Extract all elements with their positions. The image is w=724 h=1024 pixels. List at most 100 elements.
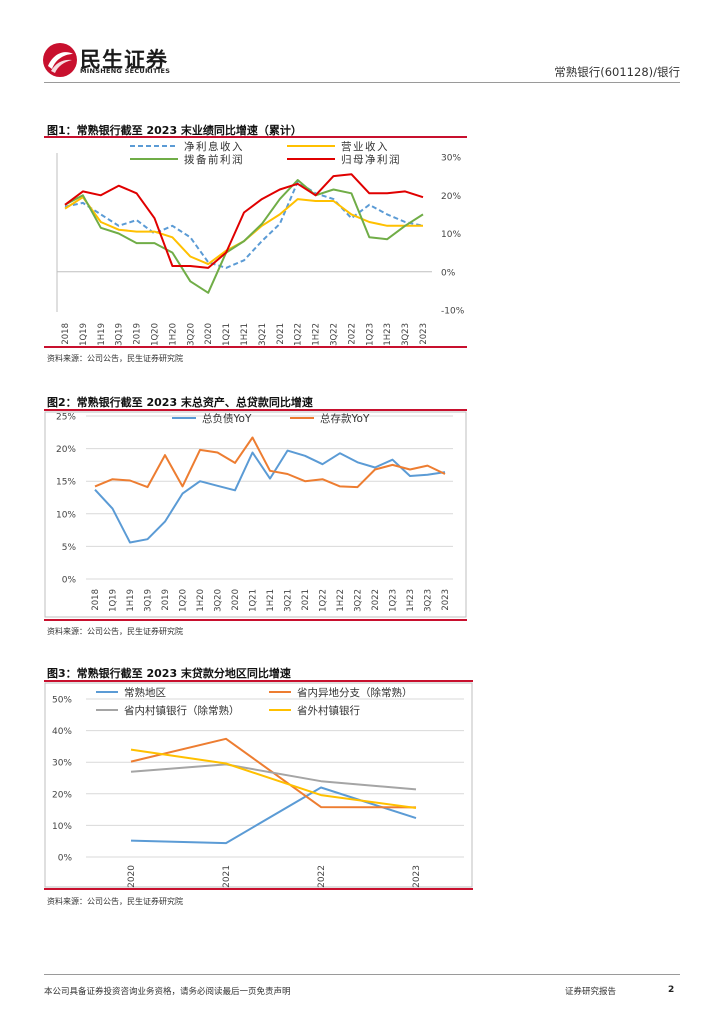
- x-tick-label: 1H19: [126, 589, 136, 612]
- x-tick-label: 1H20: [168, 323, 178, 346]
- x-tick-label: 1H20: [196, 589, 206, 612]
- x-tick-label: 3Q23: [424, 589, 434, 612]
- y-tick-label: 20%: [56, 445, 76, 455]
- company-logo: [43, 43, 77, 77]
- y-tick-label: 0%: [441, 268, 456, 278]
- x-tick-label: 1Q23: [389, 589, 399, 612]
- y-tick-label: 10%: [52, 822, 72, 832]
- figure-2-title-rule: [44, 409, 467, 411]
- figure-2-chart: 0% 5% 10% 15% 20% 25% 2018 1Q19 1H19 3Q19 2019 1Q20…: [44, 411, 467, 618]
- brand-name-en: MINSHENG SECURITIES: [80, 67, 171, 75]
- legend-label-2: 总存款YoY: [320, 412, 370, 425]
- y-tick-label: 0%: [62, 576, 77, 586]
- legend-label-4: 归母净利润: [341, 153, 401, 166]
- x-tick-label: 3Q20: [214, 589, 224, 612]
- y-tick-label: 10%: [56, 510, 76, 520]
- series-line-4: [64, 173, 424, 269]
- chart-frame: [44, 411, 467, 618]
- series-line-4: [130, 748, 417, 809]
- x-tick-label: 1Q20: [151, 323, 161, 346]
- series-line-2: [64, 196, 423, 266]
- brand-name-cn: 民生证券: [80, 48, 168, 72]
- figure-2-bottom-rule: [44, 619, 467, 621]
- series-line-1: [130, 786, 417, 845]
- legend-label-4: 省外村镇银行: [297, 704, 360, 717]
- y-tick-label: 0%: [58, 854, 73, 864]
- figure-1-title: 图1：常熟银行截至 2023 末业绩同比增速（累计）: [47, 124, 302, 137]
- x-tick-label: 2019: [133, 323, 143, 345]
- figure-3-bottom-rule: [44, 888, 473, 890]
- x-tick-label: 2019: [161, 589, 171, 611]
- y-tick-label: 30%: [441, 154, 461, 164]
- x-tick-label: 2022: [347, 323, 357, 345]
- x-tick-label: 3Q23: [401, 323, 411, 346]
- legend-label-2: 省内异地分支（除常熟）: [297, 686, 413, 699]
- x-tick-label: 2021: [276, 323, 286, 345]
- y-tick-label: 50%: [52, 696, 72, 706]
- x-tick-label: 1Q21: [249, 589, 259, 612]
- x-tick-label: 3Q22: [354, 589, 364, 612]
- x-tick-label: 2018: [91, 589, 101, 611]
- x-tick-label: 2021: [222, 865, 232, 888]
- figure-1-title-rule: [44, 136, 467, 138]
- x-tick-label: 2020: [127, 865, 137, 888]
- legend-label-1: 常熟地区: [124, 686, 166, 699]
- x-tick-label: 2022: [317, 865, 327, 888]
- y-tick-label: 15%: [56, 478, 76, 488]
- x-tick-label: 2018: [61, 323, 71, 345]
- y-tick-label: -10%: [441, 307, 465, 317]
- figure-1-bottom-rule: [44, 346, 467, 348]
- series-line-3: [130, 763, 417, 791]
- x-tick-label: 1Q22: [319, 589, 329, 612]
- x-tick-label: 1Q20: [179, 589, 189, 612]
- x-tick-label: 3Q19: [144, 589, 154, 612]
- x-tick-label: 2022: [371, 589, 381, 611]
- x-tick-label: 2023: [412, 865, 422, 888]
- x-tick-label: 1Q19: [109, 589, 119, 612]
- x-tick-label: 2023: [441, 589, 451, 611]
- x-tick-label: 1H19: [97, 323, 107, 346]
- x-tick-label: 3Q19: [115, 323, 125, 346]
- x-tick-label: 1H23: [406, 589, 416, 612]
- y-tick-label: 30%: [52, 759, 72, 769]
- x-tick-label: 1Q23: [365, 323, 375, 346]
- x-tick-label: 1H21: [240, 323, 250, 346]
- figure-1-chart: -10% 0% 10% 20% 30% 2018 1Q19 1H19 3Q19 2019 1Q20 1…: [56, 140, 465, 346]
- figure-2-title: 图2：常熟银行截至 2023 末总资产、总贷款同比增速: [47, 396, 313, 409]
- x-tick-label: 3Q21: [258, 323, 268, 346]
- x-tick-label: 1Q22: [294, 323, 304, 346]
- figure-3-title: 图3：常熟银行截至 2023 末贷款分地区同比增速: [47, 667, 291, 680]
- legend-label-3: 拨备前利润: [184, 153, 244, 166]
- chart-frame: [44, 682, 473, 888]
- x-tick-label: 1H22: [336, 589, 346, 612]
- x-tick-label: 2020: [231, 589, 241, 611]
- x-tick-label: 1H22: [312, 323, 322, 346]
- x-tick-label: 2020: [204, 323, 214, 345]
- y-tick-label: 20%: [441, 192, 461, 202]
- page-number: 2: [668, 985, 675, 995]
- x-tick-label: 3Q20: [186, 323, 196, 346]
- footer-report-type: 证券研究报告: [565, 987, 617, 997]
- document-reference: 常熟银行(601128)/银行: [554, 65, 680, 79]
- figure-3-source: 资料来源：公司公告，民生证券研究院: [47, 897, 183, 906]
- figure-1-source: 资料来源：公司公告，民生证券研究院: [47, 354, 183, 363]
- y-tick-label: 25%: [56, 413, 76, 423]
- legend-label-1: 净利息收入: [184, 140, 244, 153]
- series-line-2: [94, 436, 446, 489]
- x-tick-label: 1H23: [383, 323, 393, 346]
- legend-label-3: 省内村镇银行（除常熟）: [124, 704, 240, 717]
- y-tick-label: 40%: [52, 727, 72, 737]
- legend-label-2: 营业收入: [341, 140, 389, 153]
- y-tick-label: 10%: [441, 230, 461, 240]
- series-line-3: [64, 179, 424, 294]
- header-divider: [44, 82, 680, 83]
- x-tick-label: 2023: [419, 323, 429, 345]
- x-tick-label: 3Q21: [284, 589, 294, 612]
- footer-disclaimer: 本公司具备证券投资咨询业务资格，请务必阅读最后一页免责声明: [44, 987, 291, 997]
- figure-3-title-rule: [44, 680, 473, 682]
- x-tick-label: 2021: [301, 589, 311, 611]
- x-tick-label: 1Q19: [79, 323, 89, 346]
- figure-2-source: 资料来源：公司公告，民生证券研究院: [47, 627, 183, 636]
- x-tick-label: 3Q22: [330, 323, 340, 346]
- y-tick-label: 20%: [52, 790, 72, 800]
